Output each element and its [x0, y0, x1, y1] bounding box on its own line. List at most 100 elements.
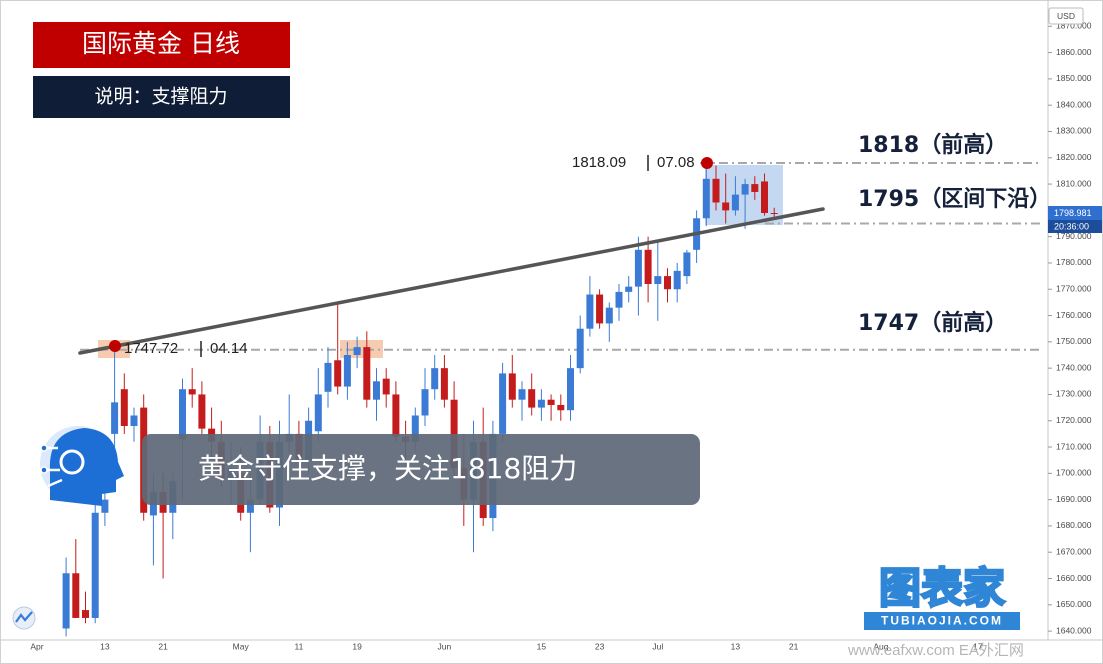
- candle-body: [91, 512, 99, 618]
- candle-body: [518, 389, 526, 400]
- highlight-box: [340, 340, 383, 358]
- candle-body: [673, 270, 681, 290]
- y-tick-label: 1660.000: [1056, 573, 1092, 583]
- headline: 黄金守住支撑，关注1818阻力: [198, 452, 577, 485]
- candle-body: [712, 178, 720, 203]
- y-tick-label: 1790.000: [1056, 231, 1092, 241]
- level-label: 1818（前高）: [858, 132, 1007, 158]
- candle-body: [644, 249, 652, 284]
- candle-body: [431, 368, 439, 390]
- candle-body: [363, 347, 371, 400]
- candle-body: [343, 355, 351, 387]
- candle-body: [605, 307, 613, 324]
- level-labels: 1818（前高） 1795（区间下沿） 1747（前高）: [858, 132, 1051, 336]
- candle-body: [537, 399, 545, 408]
- subtitle-box: [33, 76, 290, 118]
- candle-body: [567, 368, 574, 411]
- source: www.eafxw.com EA外汇网: [847, 642, 1024, 659]
- mark-date: 04.14: [210, 340, 248, 357]
- candle-body: [557, 404, 565, 411]
- trend-line: [78, 207, 825, 355]
- level-label: 1795（区间下沿）: [858, 187, 1051, 212]
- currency-box: [1048, 7, 1084, 25]
- countdown: 20:36:00: [1054, 221, 1089, 231]
- y-tick-label: 1760.000: [1056, 310, 1092, 320]
- candle-body: [246, 499, 254, 513]
- candle-body: [596, 294, 604, 324]
- candle-body: [314, 394, 322, 432]
- x-tick-label: Jul: [652, 641, 663, 651]
- y-tick-label: 1710.000: [1056, 441, 1092, 451]
- level-label: 1747（前高）: [858, 310, 1007, 336]
- candle-body: [62, 573, 70, 629]
- high-marker: [109, 340, 121, 352]
- candle-body: [576, 328, 584, 369]
- x-tick-label: May: [233, 641, 250, 651]
- watermark: 图表家: [879, 564, 1005, 613]
- x-tick-label: Apr: [30, 641, 43, 651]
- candle-body: [702, 178, 710, 219]
- chart-title: 国际黄金 日线: [82, 29, 240, 58]
- candle-body: [683, 252, 691, 277]
- mark-price: 1818.09: [572, 154, 626, 171]
- candle-body: [120, 389, 128, 426]
- price-tag: [1048, 206, 1102, 220]
- y-tick-label: 1770.000: [1056, 284, 1092, 294]
- candle-body: [373, 381, 380, 400]
- candle-body: [654, 276, 662, 284]
- levels: [80, 162, 1040, 351]
- currency: USD: [1057, 11, 1075, 21]
- y-tick-label: 1810.000: [1056, 178, 1092, 188]
- candle-body: [179, 389, 186, 440]
- candle-body: [82, 610, 89, 618]
- candle-body: [198, 394, 206, 429]
- y-tick-label: 1720.000: [1056, 415, 1092, 425]
- candle-body: [722, 202, 730, 211]
- candle-body: [72, 573, 80, 618]
- y-tick-label: 1820.000: [1056, 152, 1092, 162]
- candle-body: [130, 415, 138, 426]
- mark-price: 1747.72: [124, 340, 178, 357]
- x-tick-label: 19: [352, 641, 362, 651]
- candle-body: [450, 399, 458, 469]
- candle-body: [353, 347, 361, 355]
- candle-body: [731, 194, 739, 211]
- candle-body: [101, 499, 109, 513]
- title-box: [33, 22, 290, 68]
- headline-box: [142, 434, 700, 505]
- x-tick-label: 11: [294, 641, 303, 651]
- y-tick-label: 1850.000: [1056, 73, 1092, 83]
- y-tick-label: 1730.000: [1056, 389, 1092, 399]
- x-tick-label: 15: [537, 641, 547, 651]
- x-tick-label: Jun: [438, 641, 452, 651]
- candle-body: [382, 378, 390, 395]
- candle-body: [751, 184, 759, 192]
- candle-body: [392, 394, 400, 437]
- y-tick-label: 1650.000: [1056, 599, 1092, 609]
- platform-logo-mark: [15, 611, 33, 623]
- y-tick-label: 1740.000: [1056, 362, 1092, 372]
- x-tick-label: 23: [595, 641, 605, 651]
- candle-body: [440, 368, 448, 400]
- candle-body: [625, 286, 633, 292]
- watermark-bar: [864, 612, 1020, 630]
- y-tick-label: 1670.000: [1056, 546, 1092, 556]
- logo: [40, 426, 124, 506]
- mark-date: 07.08: [657, 154, 695, 171]
- candle-body: [528, 389, 536, 408]
- x-tick-label: Aug: [873, 641, 888, 651]
- y-tick-label: 1680.000: [1056, 520, 1092, 530]
- x-tick-label: 13: [100, 641, 110, 651]
- y-tick-label: 1700.000: [1056, 468, 1092, 478]
- x-tick-label: 21: [158, 641, 168, 651]
- candle-body: [411, 415, 419, 442]
- candle-body: [324, 362, 332, 392]
- candle-body: [761, 181, 768, 213]
- y-tick-label: 1750.000: [1056, 336, 1092, 346]
- y-tick-label: 1780.000: [1056, 257, 1092, 267]
- last-price: 1798.981: [1054, 208, 1092, 218]
- candle-body: [508, 373, 516, 400]
- candle-body: [547, 399, 555, 405]
